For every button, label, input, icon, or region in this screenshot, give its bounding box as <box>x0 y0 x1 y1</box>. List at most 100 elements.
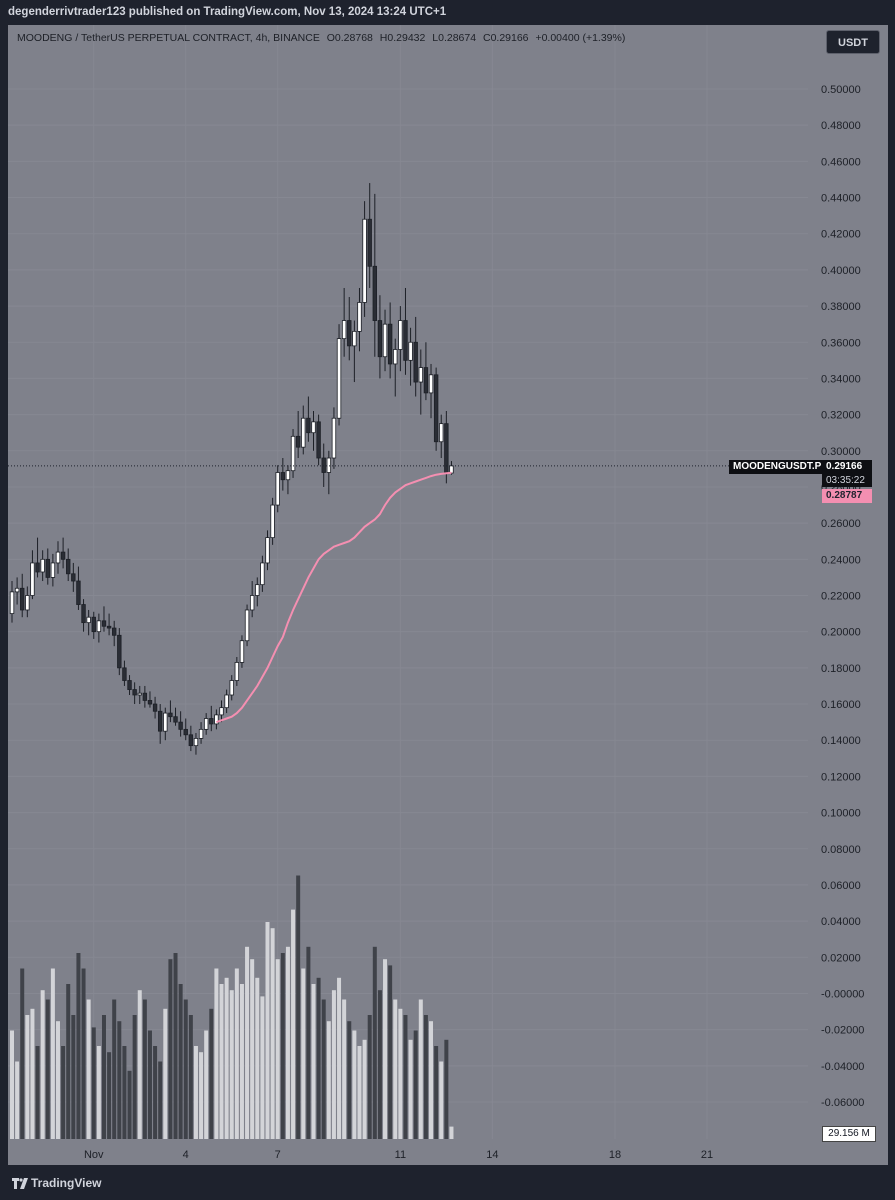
candle-body <box>265 537 270 564</box>
chart-area[interactable]: 0.50000 0.48000 0.46000 0.44000 0.42000 0.400… <box>8 25 888 1165</box>
candle-body <box>234 662 240 681</box>
x-tick-label: 11 <box>395 1149 406 1161</box>
y-tick-label: 0.04000 <box>821 916 861 928</box>
candle-body <box>290 435 296 472</box>
candle-body <box>398 320 403 350</box>
volume-bar <box>107 1052 112 1139</box>
candle-body <box>311 421 316 434</box>
volume-bar <box>306 946 311 1139</box>
volume-bar <box>10 1030 14 1139</box>
candle-body <box>352 330 357 347</box>
volume-bar <box>168 959 173 1139</box>
volume-bar <box>280 953 285 1139</box>
volume-bar <box>296 875 301 1139</box>
tradingview-logo-icon <box>12 1178 28 1190</box>
volume-bar <box>403 1015 408 1139</box>
currency-button[interactable]: USDT <box>826 30 880 54</box>
chart-legend: MOODENG / TetherUS PERPETUAL CONTRACT, 4… <box>17 32 629 44</box>
volume-bar <box>234 968 239 1139</box>
candle-body <box>203 718 209 730</box>
volume-bar <box>163 1008 168 1139</box>
y-tick-label: 0.30000 <box>821 446 861 458</box>
volume-bar <box>357 1046 362 1139</box>
volume-bar <box>275 959 280 1139</box>
volume-bar <box>439 1061 444 1139</box>
legend-symbol: MOODENG / TetherUS PERPETUAL CONTRACT, 4… <box>17 32 320 44</box>
candle-body <box>76 580 81 605</box>
candle-body <box>60 551 66 560</box>
y-tick-label: 0.12000 <box>821 771 861 783</box>
volume-bar <box>352 1030 357 1139</box>
candle-body <box>306 417 311 434</box>
volume-bar <box>265 922 270 1139</box>
candle-body <box>301 417 306 448</box>
y-tick-label: 0.38000 <box>821 301 861 313</box>
candle-body <box>168 712 173 718</box>
candle-body <box>152 703 158 712</box>
y-tick-label: 0.08000 <box>821 844 861 856</box>
candle-body <box>357 302 362 332</box>
y-tick-label: 0.10000 <box>821 808 861 820</box>
volume-bar <box>127 1070 132 1139</box>
last-price-tag: 0.29166 <box>822 460 872 474</box>
y-tick-label: 0.50000 <box>821 84 861 96</box>
candle-body <box>347 320 352 347</box>
volume-bar <box>61 1046 66 1139</box>
candle-body <box>403 320 408 361</box>
candle-body <box>209 718 214 725</box>
volume-bar <box>418 999 423 1139</box>
candle-body <box>112 627 117 636</box>
y-tick-label: -0.00000 <box>821 988 864 1000</box>
volume-bar <box>250 959 255 1139</box>
moving-average-line <box>216 471 452 724</box>
candle-body <box>336 338 342 419</box>
volume-bar <box>30 1008 35 1139</box>
volume-bar <box>331 990 336 1139</box>
candles <box>9 183 454 755</box>
volume-bar <box>398 1008 403 1139</box>
tradingview-logo[interactable]: TradingView <box>12 1176 101 1190</box>
candle-body <box>418 367 423 383</box>
volume-bar <box>178 984 183 1139</box>
y-tick-label: 0.14000 <box>821 735 861 747</box>
price-chart[interactable]: 0.50000 0.48000 0.46000 0.44000 0.42000 0.400… <box>8 25 888 1165</box>
y-tick-label: 0.42000 <box>821 229 861 241</box>
volume-bar <box>214 968 219 1139</box>
y-tick-label: 0.44000 <box>821 193 861 205</box>
volume-bar <box>66 984 71 1139</box>
volume-bar <box>20 968 25 1139</box>
candle-body <box>66 558 71 575</box>
volume-bar <box>255 977 260 1139</box>
x-tick-label: 4 <box>183 1149 189 1161</box>
candle-body <box>193 738 199 747</box>
volume-bar <box>199 1052 204 1139</box>
candle-body <box>295 435 301 448</box>
volume-bar <box>423 1015 428 1139</box>
y-tick-label: 0.32000 <box>821 410 861 422</box>
candle-body <box>229 680 234 696</box>
x-tick-label: Nov <box>84 1149 104 1161</box>
candle-body <box>331 417 337 459</box>
volume-bar <box>147 1030 152 1139</box>
candle-body <box>35 562 40 573</box>
volume-bar <box>183 999 188 1139</box>
candle-body <box>86 616 91 624</box>
volume-bar <box>301 968 306 1139</box>
candle-body <box>439 423 444 443</box>
candle-body <box>321 457 326 473</box>
candle-body <box>183 728 188 736</box>
volume-bar <box>193 1046 198 1139</box>
y-tick-label: 0.26000 <box>821 518 861 530</box>
grid <box>8 25 808 1139</box>
x-tick-label: 18 <box>609 1149 621 1161</box>
candle-body <box>408 341 413 361</box>
volume-bar <box>40 990 45 1139</box>
volume-bar <box>413 1030 418 1139</box>
volume-bar <box>377 990 382 1139</box>
candle-body <box>142 692 148 701</box>
candle-body <box>14 587 20 593</box>
volume-bar <box>132 1015 137 1139</box>
candle-body <box>444 423 449 473</box>
volume-bar <box>81 968 86 1139</box>
volume-bar <box>112 999 117 1139</box>
